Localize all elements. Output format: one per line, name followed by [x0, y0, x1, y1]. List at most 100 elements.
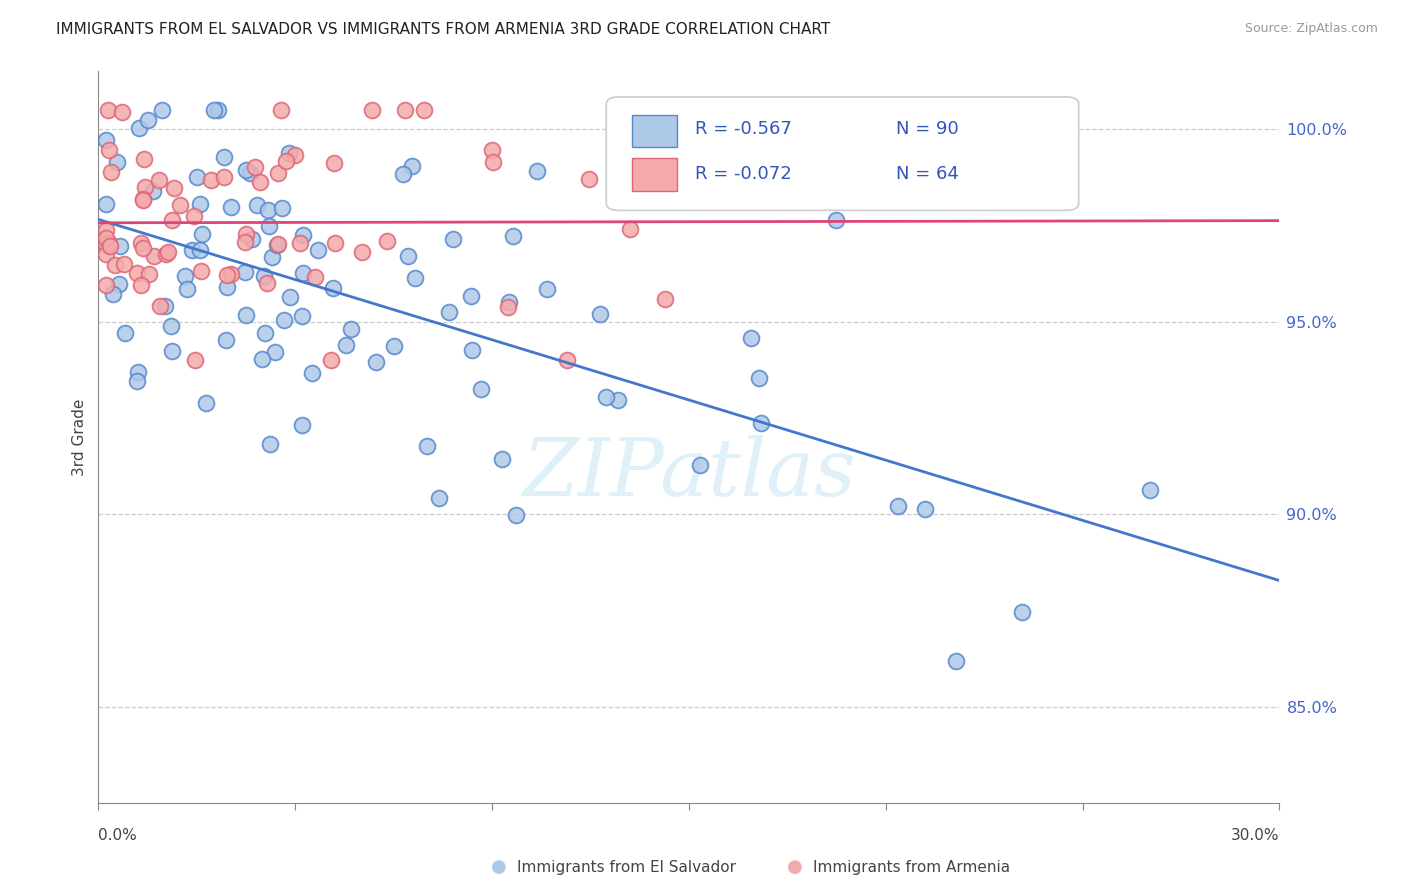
Point — [266, 238, 288, 252]
Point — [136, 113, 159, 128]
Text: ZIPatlas: ZIPatlas — [522, 435, 856, 512]
Point — [138, 267, 160, 281]
Point — [413, 103, 436, 117]
Point — [173, 268, 195, 283]
Point — [267, 236, 290, 251]
Point — [239, 166, 262, 180]
Text: R = -0.567: R = -0.567 — [695, 120, 792, 138]
Text: 0.0%: 0.0% — [98, 828, 138, 843]
Point — [110, 239, 132, 253]
Point — [288, 235, 311, 250]
Point — [352, 245, 374, 260]
Point — [155, 247, 177, 261]
Point — [394, 103, 416, 117]
Point — [183, 209, 205, 223]
Point — [427, 491, 450, 505]
Point — [233, 235, 256, 250]
Point — [162, 344, 184, 359]
Point — [263, 345, 285, 359]
Point — [129, 277, 152, 292]
Point — [97, 103, 120, 117]
Point — [887, 499, 910, 513]
Point — [291, 418, 314, 433]
Point — [252, 351, 274, 366]
Point — [1139, 483, 1161, 497]
Point — [128, 121, 150, 136]
Text: IMMIGRANTS FROM EL SALVADOR VS IMMIGRANTS FROM ARMENIA 3RD GRADE CORRELATION CHA: IMMIGRANTS FROM EL SALVADOR VS IMMIGRANT… — [56, 22, 831, 37]
Point — [284, 147, 307, 161]
Point — [233, 265, 256, 279]
Point — [240, 232, 263, 246]
Point — [253, 268, 276, 283]
Point — [323, 235, 346, 250]
Point — [129, 235, 152, 250]
Point — [127, 266, 149, 280]
FancyBboxPatch shape — [633, 114, 678, 146]
Point — [536, 282, 558, 296]
Point — [149, 299, 172, 313]
Point — [112, 257, 135, 271]
Point — [96, 196, 118, 211]
Point — [256, 276, 278, 290]
Point — [382, 339, 405, 353]
Text: 30.0%: 30.0% — [1232, 828, 1279, 843]
Text: Immigrants from El Salvador: Immigrants from El Salvador — [517, 860, 737, 874]
Point — [132, 194, 155, 208]
FancyBboxPatch shape — [633, 159, 678, 191]
Point — [945, 654, 967, 668]
Point — [689, 458, 711, 472]
Point — [557, 353, 579, 368]
Point — [396, 249, 419, 263]
Point — [219, 267, 242, 281]
Text: R = -0.072: R = -0.072 — [695, 166, 792, 184]
Point — [498, 295, 520, 310]
Point — [498, 300, 520, 314]
Point — [181, 243, 204, 257]
Point — [219, 201, 242, 215]
Point — [437, 304, 460, 318]
Point — [292, 266, 315, 280]
Point — [215, 268, 238, 283]
Point — [98, 143, 121, 157]
Text: Source: ZipAtlas.com: Source: ZipAtlas.com — [1244, 22, 1378, 36]
Point — [340, 321, 363, 335]
Point — [159, 318, 181, 333]
Point — [526, 164, 548, 178]
Point — [212, 170, 235, 185]
Point — [142, 184, 165, 198]
Point — [307, 243, 329, 257]
Point — [270, 103, 292, 117]
Point — [267, 166, 290, 180]
Point — [259, 437, 281, 451]
Point — [392, 167, 415, 181]
Point — [274, 153, 297, 168]
Point — [200, 173, 222, 187]
Point — [184, 353, 207, 368]
Point — [482, 154, 505, 169]
Point — [131, 192, 153, 206]
Point — [404, 271, 426, 285]
Point — [98, 235, 121, 250]
Point — [160, 212, 183, 227]
Point — [96, 236, 118, 251]
Text: Immigrants from Armenia: Immigrants from Armenia — [813, 860, 1010, 874]
Point — [361, 103, 384, 117]
Point — [114, 326, 136, 340]
Text: ●: ● — [786, 858, 803, 876]
Point — [235, 308, 257, 322]
Point — [654, 292, 676, 306]
Point — [246, 198, 269, 212]
Text: ●: ● — [491, 858, 508, 876]
Point — [505, 508, 527, 522]
Point — [191, 227, 214, 242]
Point — [169, 198, 191, 212]
Point — [301, 366, 323, 380]
Point — [270, 201, 292, 215]
Point — [190, 264, 212, 278]
Point — [491, 451, 513, 466]
Point — [235, 227, 257, 242]
Point — [375, 235, 398, 249]
Point — [96, 133, 118, 147]
Point — [322, 156, 344, 170]
Point — [143, 249, 166, 263]
